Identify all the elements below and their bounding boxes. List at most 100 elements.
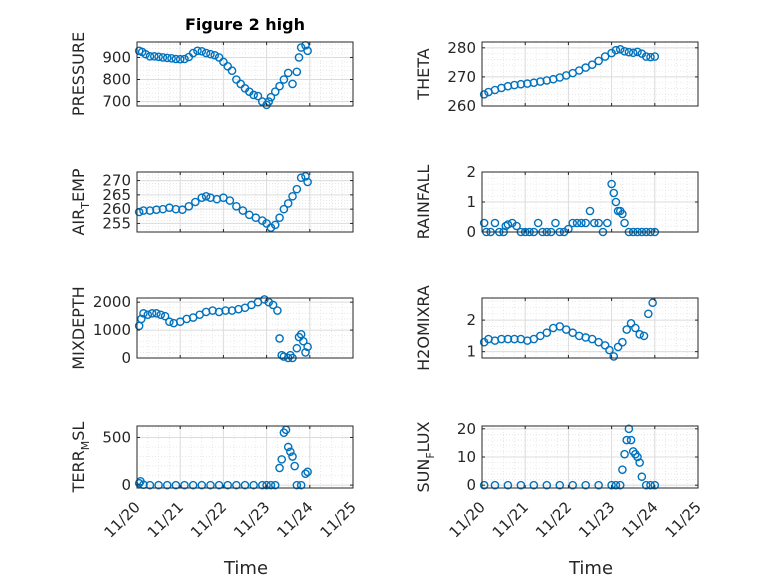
data-point <box>201 191 211 201</box>
data-point <box>542 328 552 338</box>
y-tick-label: 270 <box>447 68 476 86</box>
y-axis-label-text: RAINFALL <box>414 165 433 240</box>
data-point <box>618 337 627 347</box>
data-point <box>611 45 621 55</box>
y-axis-label-text: TERR <box>69 450 88 493</box>
data-point <box>479 480 489 490</box>
data-point <box>611 197 621 207</box>
data-point <box>497 334 506 344</box>
data-point <box>262 480 271 490</box>
data-point <box>262 219 271 228</box>
data-point <box>609 188 619 198</box>
data-point <box>253 91 263 101</box>
data-point <box>650 480 660 490</box>
data-point <box>147 309 157 318</box>
data-point <box>296 480 306 490</box>
y-axis-label: MIXDEPTH <box>69 286 88 369</box>
data-point <box>275 334 284 343</box>
data-point <box>162 53 172 63</box>
y-axis-label-text: AIR <box>69 209 88 236</box>
data-point <box>510 334 519 344</box>
data-point <box>572 218 582 228</box>
data-point <box>479 90 489 99</box>
data-point <box>609 352 619 361</box>
data-point <box>240 480 250 490</box>
data-point <box>581 218 590 228</box>
y-tick-label: 0 <box>121 476 131 494</box>
y-tick-label: 0 <box>121 349 131 367</box>
axes-6: 1 2 H2OMIXRA <box>414 285 699 371</box>
data-point <box>622 325 632 334</box>
x-axis-label: Time <box>568 558 613 579</box>
data-point <box>279 75 289 84</box>
data-point <box>568 480 578 490</box>
data-point <box>214 480 224 490</box>
data-point <box>628 48 638 58</box>
data-point <box>286 447 295 457</box>
axes-box <box>136 425 354 489</box>
data-point <box>303 467 312 477</box>
data-point <box>605 345 614 355</box>
data-point <box>270 220 280 230</box>
axes-box <box>136 297 354 359</box>
y-tick-label: 2 <box>466 311 476 329</box>
y-tick-label: 265 <box>102 186 131 204</box>
data-point <box>292 480 302 490</box>
data-point <box>303 177 312 187</box>
data-point <box>145 480 155 490</box>
data-point <box>292 67 302 77</box>
data-point <box>299 336 308 346</box>
data-point <box>191 197 200 207</box>
y-axis-label-text: SL <box>69 422 88 441</box>
data-point <box>303 342 312 352</box>
y-tick-label: 0 <box>466 223 476 241</box>
data-point <box>134 478 144 488</box>
data-point <box>219 57 228 67</box>
y-axis-label: PRESSURE <box>69 32 88 116</box>
y-tick-label: 0 <box>466 476 476 494</box>
y-axis-label-text: LUX <box>414 421 433 452</box>
data-point <box>635 458 644 467</box>
data-point <box>141 49 150 59</box>
data-point <box>641 52 651 61</box>
y-axis-label-text: SUN <box>414 459 433 493</box>
data-point <box>275 463 284 473</box>
y-axis-label-subscript: T <box>79 202 92 210</box>
data-point <box>637 472 647 482</box>
data-point <box>223 480 233 490</box>
data-point <box>288 191 297 201</box>
data-point <box>214 53 224 62</box>
data-point <box>585 206 595 216</box>
data-point <box>273 306 282 315</box>
data-point <box>134 207 144 217</box>
data-point <box>641 480 651 490</box>
data-point <box>620 449 629 459</box>
data-point <box>283 68 293 78</box>
y-axis-label-text: PRESSURE <box>69 32 88 116</box>
data-point <box>266 480 276 490</box>
data-point <box>650 52 660 61</box>
data-point <box>171 54 181 64</box>
data-point <box>294 53 304 62</box>
data-point <box>249 480 258 490</box>
y-axis-label-subscript: M <box>79 441 92 451</box>
axes-box <box>136 41 354 107</box>
data-point <box>607 480 616 490</box>
data-point <box>503 480 513 490</box>
data-point <box>490 480 500 490</box>
data-point <box>529 480 539 490</box>
data-point <box>232 480 241 490</box>
axes-box <box>136 171 354 233</box>
data-point <box>594 480 603 490</box>
data-point <box>503 334 513 344</box>
data-point <box>590 218 599 228</box>
data-point <box>221 306 230 315</box>
y-tick-label: 900 <box>102 48 131 66</box>
data-point <box>626 435 636 445</box>
data-point <box>618 209 627 219</box>
data-point <box>184 201 194 211</box>
axes-1: 700 800 900 PRESSURE <box>69 32 354 116</box>
data-point <box>206 480 215 490</box>
x-axis-label: Time <box>223 558 268 579</box>
axes-4: 0 1 2 RAINFALL <box>414 163 699 241</box>
